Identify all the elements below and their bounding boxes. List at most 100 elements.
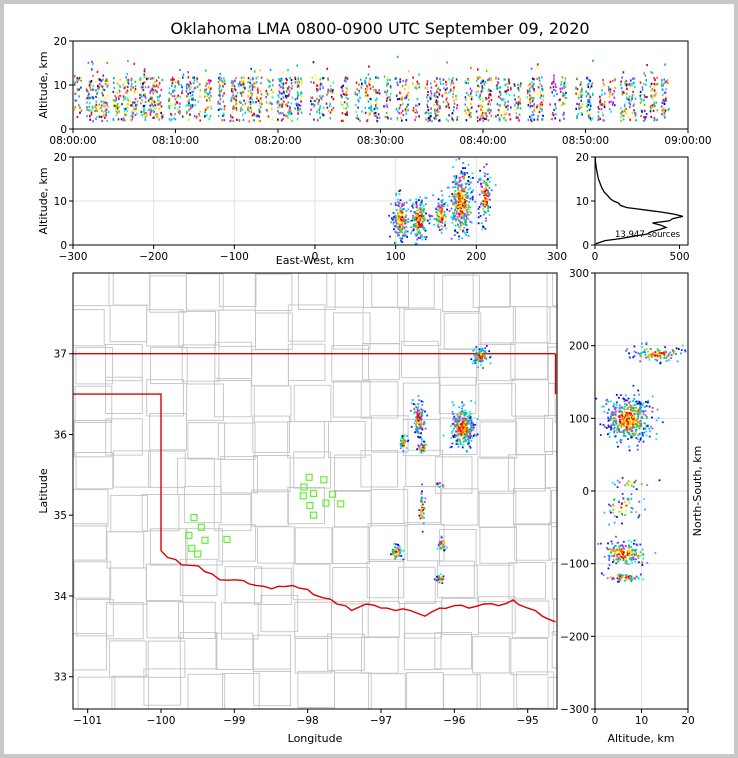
plan-view-source (470, 400, 473, 402)
plan-view-source (417, 414, 420, 417)
northsouth-altitude-source (630, 557, 633, 559)
altitude-time-source (221, 88, 224, 91)
altitude-time-source (551, 91, 553, 94)
plan-view-source (477, 353, 479, 356)
altitude-time-source (471, 95, 473, 98)
altitude-eastwest-source (487, 198, 489, 200)
altitude-time-source (266, 93, 269, 96)
altitude-eastwest-source (437, 215, 440, 218)
plan-view-source (418, 436, 421, 439)
northsouth-altitude-source (630, 580, 633, 583)
altitude-time-source (247, 90, 250, 93)
altitude-eastwest-source (416, 228, 418, 231)
altitude-time-source (559, 90, 562, 93)
northsouth-altitude-source (619, 431, 622, 433)
altitude-time-source (219, 72, 222, 75)
northsouth-altitude-source (626, 420, 629, 423)
altitude-time-source (575, 76, 578, 79)
altitude-time-source (640, 109, 643, 112)
altitude-eastwest-source (388, 214, 391, 217)
altitude-time-source (320, 98, 323, 101)
altitude-eastwest-source (456, 231, 459, 234)
altitude-time-source (168, 105, 170, 108)
altitude-time-source (552, 85, 555, 89)
altitude-time-source (395, 77, 398, 80)
altitude-time-source (185, 104, 188, 107)
altitude-time-source (640, 99, 643, 102)
altitude-time-source (480, 117, 482, 120)
altitude-time-source (105, 111, 108, 115)
altitude-time-source (551, 111, 554, 115)
altitude-time-source (74, 105, 76, 109)
altitude-eastwest-source (425, 236, 428, 238)
altitude-time-source (169, 105, 172, 108)
altitude-eastwest-source (464, 221, 467, 223)
altitude-eastwest-source (393, 221, 395, 224)
altitude-time-source (484, 81, 487, 84)
northsouth-altitude-source (632, 433, 635, 436)
northsouth-altitude-source (631, 407, 634, 409)
northsouth-altitude-source (642, 553, 644, 555)
plan-view-source (480, 352, 482, 355)
northsouth-altitude-ylabel: North-South, km (691, 446, 704, 537)
altitude-eastwest-source (487, 178, 489, 180)
altitude-eastwest-source (413, 219, 416, 222)
altitude-time-source (132, 86, 134, 89)
northsouth-altitude-source (621, 414, 623, 416)
altitude-time-source (189, 91, 191, 94)
northsouth-altitude-source (661, 352, 663, 354)
altitude-time-source (536, 77, 538, 80)
altitude-time-source (190, 107, 192, 110)
plan-view-source (440, 540, 443, 543)
county-boundary (370, 488, 409, 527)
plan-view-source (482, 367, 484, 369)
altitude-eastwest-source (402, 204, 405, 206)
altitude-time-source (488, 108, 490, 111)
altitude-time-source (285, 103, 287, 106)
altitude-time-source (276, 102, 279, 105)
altitude-time-source (187, 84, 190, 87)
altitude-time-source (396, 55, 399, 58)
northsouth-altitude-source (607, 567, 610, 570)
plan-view-source (417, 406, 419, 409)
northsouth-altitude-source (680, 352, 682, 355)
northsouth-altitude-source (625, 504, 628, 507)
altitude-time-source (139, 96, 141, 99)
altitude-eastwest-source (461, 176, 464, 178)
altitude-time-source (355, 81, 358, 84)
altitude-time-source (85, 88, 88, 91)
altitude-time-source (326, 106, 329, 109)
northsouth-altitude-source (642, 412, 645, 414)
northsouth-altitude-source (625, 578, 628, 581)
altitude-eastwest-source (414, 242, 417, 244)
altitude-time-source (106, 61, 109, 64)
altitude-time-source (232, 94, 235, 97)
altitude-time-source (142, 81, 145, 85)
altitude-time-source (433, 104, 436, 107)
altitude-time-source (140, 85, 143, 88)
altitude-eastwest-source (466, 213, 469, 216)
county-boundary (403, 308, 442, 347)
plan-view-source (402, 558, 405, 561)
altitude-time-source (188, 98, 191, 101)
northsouth-altitude-source (612, 558, 615, 561)
northsouth-altitude-source (614, 406, 617, 409)
altitude-eastwest-source (466, 211, 469, 214)
altitude-time-source (76, 88, 79, 91)
altitude-eastwest-source (484, 227, 487, 230)
altitude-eastwest-source (459, 228, 462, 231)
altitude-time-source (664, 99, 666, 102)
altitude-eastwest-source (397, 204, 400, 207)
altitude-time-source (316, 118, 319, 121)
altitude-eastwest-source (398, 205, 400, 208)
northsouth-altitude-source (608, 559, 611, 561)
altitude-time-source (249, 97, 251, 100)
altitude-eastwest-source (401, 210, 404, 213)
altitude-eastwest-source (485, 220, 487, 222)
plan-view-x-tick-label: −101 (73, 715, 102, 727)
altitude-time-source (209, 79, 212, 82)
plan-view-source (459, 440, 462, 443)
altitude-time-source (453, 102, 456, 105)
northsouth-altitude-source (623, 576, 626, 579)
